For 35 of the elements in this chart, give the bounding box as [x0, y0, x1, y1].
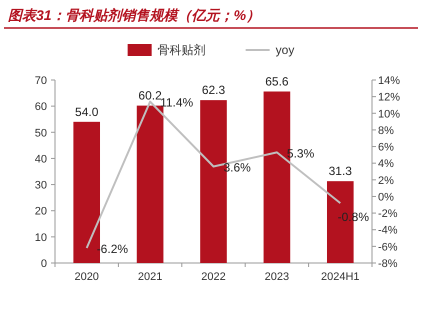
y-tick-label: 30 [34, 180, 47, 192]
data-label: 62.3 [202, 83, 226, 98]
data-label: 11.4% [160, 96, 194, 110]
x-tick-label: 2024H1 [321, 271, 360, 283]
data-label: 60.2 [138, 88, 162, 103]
y-tick-label: 60 [34, 101, 47, 114]
data-label: 54.0 [75, 104, 99, 119]
legend-label: 骨科贴剂 [158, 43, 206, 57]
y2-tick-label: 2% [378, 174, 394, 187]
y-tick-label: 20 [34, 206, 47, 218]
data-label: 31.3 [328, 164, 352, 178]
x-tick-label: 2021 [138, 271, 162, 283]
data-label: 65.6 [265, 74, 289, 89]
legend-label: yoy [276, 43, 294, 57]
y2-tick-label: 14% [378, 75, 400, 87]
y2-tick-label: 12% [378, 92, 400, 104]
bar [136, 106, 164, 263]
x-tick-label: 2023 [264, 271, 290, 283]
y2-tick-label: -6% [378, 241, 398, 254]
y-tick-label: 70 [34, 75, 47, 87]
y-tick-label: 0 [40, 258, 47, 270]
x-tick-label: 2020 [74, 271, 99, 283]
y2-tick-label: 8% [378, 124, 394, 137]
y2-tick-label: -4% [378, 224, 398, 237]
y2-tick-label: 4% [378, 158, 394, 170]
y-tick-label: 40 [34, 153, 47, 166]
y2-tick-label: 10% [378, 108, 400, 120]
x-tick-label: 2022 [201, 271, 226, 283]
y2-tick-label: 6% [378, 142, 394, 154]
y2-tick-label: 0% [378, 191, 394, 204]
y2-tick-label: -8% [378, 258, 398, 270]
chart-title: 图表31：骨科贴剂销售规模（亿元；%） [8, 7, 260, 23]
y-tick-label: 50 [34, 127, 47, 140]
y2-tick-label: -2% [378, 208, 398, 220]
y-tick-label: 10 [34, 232, 47, 244]
